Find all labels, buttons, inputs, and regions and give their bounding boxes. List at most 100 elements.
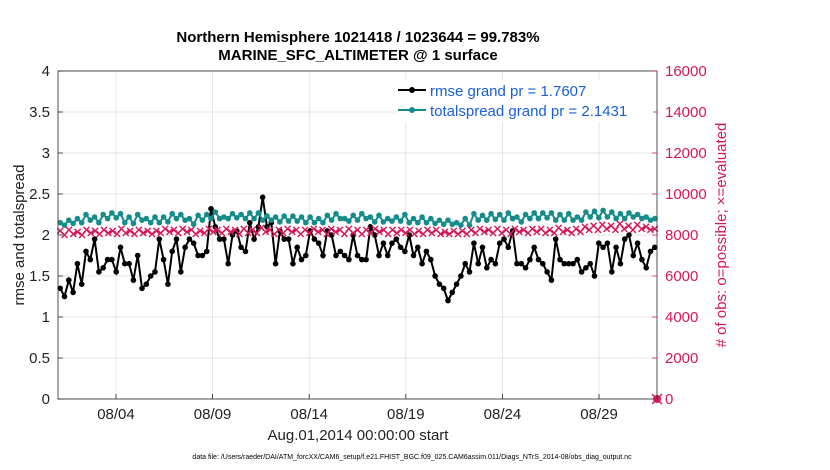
totalspread-point	[333, 210, 339, 217]
totalspread-point	[367, 214, 374, 220]
legend-totalspread-label: totalspread grand pr = 2.1431	[430, 103, 627, 120]
totalspread-point	[307, 214, 313, 220]
totalspread-point	[402, 211, 408, 218]
rmse-point	[247, 219, 253, 226]
rmse-point	[449, 289, 456, 296]
totalspread-point	[117, 210, 124, 217]
obs-point	[603, 225, 611, 233]
rmse-point	[596, 240, 602, 246]
y2-tick-label: 4000	[665, 309, 698, 326]
obs-point	[349, 229, 357, 237]
obs-point	[310, 225, 318, 233]
y-tick-label: 2	[42, 227, 50, 244]
obs-point	[332, 228, 340, 236]
totalspread-point	[630, 214, 637, 220]
obs-point	[410, 230, 418, 238]
totalspread-point	[609, 209, 615, 215]
totalspread-point	[272, 214, 279, 220]
rmse-point	[333, 252, 339, 259]
obs-point	[126, 227, 134, 235]
rmse-point	[544, 269, 550, 275]
totalspread-point	[527, 215, 533, 222]
obs-point	[445, 230, 453, 238]
totalspread-point	[445, 217, 451, 223]
rmse-point	[113, 269, 119, 275]
totalspread-point	[643, 214, 649, 220]
rmse-point	[320, 252, 326, 259]
totalspread-point	[259, 217, 266, 223]
totalspread-point	[221, 214, 227, 220]
totalspread-point	[91, 214, 98, 220]
rmse-point	[570, 260, 576, 267]
totalspread-point	[384, 215, 391, 222]
rmse-point	[169, 248, 175, 255]
totalspread-point	[509, 215, 516, 222]
totalspread-point	[501, 217, 507, 223]
rmse-point	[432, 273, 438, 279]
obs-point	[371, 225, 379, 233]
rmse-point	[419, 260, 425, 267]
rmse-point	[415, 244, 421, 251]
rmse-point	[492, 260, 499, 267]
rmse-point	[531, 244, 537, 251]
rmse-point	[359, 256, 365, 263]
totalspread-point	[225, 215, 231, 222]
totalspread-point	[453, 219, 460, 226]
totalspread-point	[324, 212, 331, 219]
totalspread-point	[234, 215, 240, 221]
rmse-point	[281, 236, 288, 242]
rmse-point	[190, 240, 197, 246]
rmse-point	[647, 248, 654, 255]
rmse-point	[583, 265, 589, 271]
totalspread-point	[229, 210, 236, 217]
rmse-point	[376, 252, 382, 259]
totalspread-point	[432, 220, 438, 227]
rmse-point	[453, 281, 460, 288]
rmse-point	[294, 244, 301, 251]
totalspread-point	[311, 219, 318, 226]
totalspread-point	[208, 215, 214, 222]
rmse-point	[96, 269, 102, 275]
obs-point	[170, 226, 178, 234]
totalspread-point	[294, 218, 301, 224]
totalspread-point	[147, 219, 154, 226]
obs-point	[393, 229, 401, 237]
obs-point	[638, 225, 646, 233]
totalspread-point	[359, 210, 365, 217]
obs-point	[135, 226, 143, 234]
obs-point	[415, 227, 423, 235]
rmse-point	[272, 260, 279, 267]
rmse-point	[626, 232, 632, 238]
totalspread-point	[104, 215, 111, 222]
totalspread-point	[389, 218, 395, 224]
totalspread-point	[160, 214, 167, 220]
rmse-point	[315, 240, 322, 246]
rmse-point	[402, 248, 408, 255]
y-tick-label: 4	[42, 63, 50, 80]
rmse-point	[83, 248, 89, 255]
totalspread-point	[346, 218, 352, 224]
totalspread-point	[522, 211, 529, 218]
rmse-point	[565, 260, 572, 267]
obs-point	[542, 229, 550, 237]
y-tick-label: 3	[42, 145, 50, 162]
rmse-point	[182, 244, 188, 251]
totalspread-point	[574, 214, 581, 220]
rmse-point	[242, 248, 249, 255]
rmse-point	[156, 236, 163, 242]
axis-ticks: 0 0.5 1 1.5 2 2.5 3 3.5 4 0 2000 4000 6000 8000 10000 1…	[29, 63, 707, 423]
totalspread-point	[475, 217, 482, 223]
rmse-point	[61, 293, 68, 300]
y2-tick-label: 2000	[665, 350, 698, 367]
rmse-point	[216, 236, 223, 242]
totalspread-point	[242, 215, 249, 222]
obs-point	[485, 226, 493, 234]
footer-datafile: data file: /Users/raeder/DAI/ATM_forcXX/…	[192, 454, 632, 461]
obs-point	[454, 230, 462, 238]
rmse-point	[225, 260, 231, 267]
rmse-point	[639, 256, 645, 263]
y2-tick-label: 12000	[665, 145, 707, 162]
rmse-point	[389, 240, 395, 246]
y-axis-label: rmse and totalspread	[11, 165, 28, 306]
